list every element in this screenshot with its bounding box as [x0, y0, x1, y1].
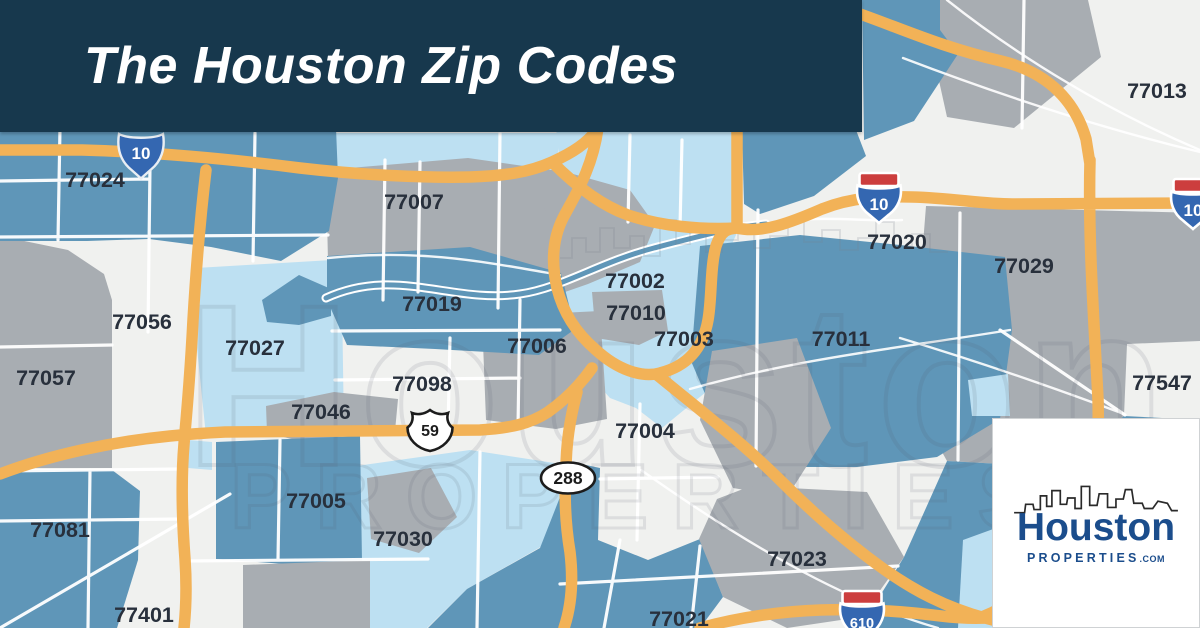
- logo-tld: .COM: [1139, 554, 1166, 564]
- interstate-shield-610: 610: [838, 589, 886, 628]
- region-77021: [428, 462, 723, 628]
- region-logo-left-sliver: [958, 528, 1000, 628]
- svg-text:10: 10: [1184, 201, 1200, 220]
- zip-label-77023: 77023: [767, 547, 827, 571]
- logo-skyline-icon: [1014, 485, 1178, 514]
- interstate-plain-shield-10: 10: [117, 132, 165, 181]
- zip-label-77004: 77004: [615, 419, 675, 443]
- region-77005: [216, 436, 362, 565]
- svg-text:59: 59: [421, 423, 439, 440]
- logo-subtitle: PROPERTIES.COM: [1027, 551, 1165, 565]
- zip-label-77030: 77030: [373, 527, 433, 551]
- zip-label-77002: 77002: [605, 269, 665, 293]
- white-streets: [0, 0, 1127, 628]
- zip-label-77010: 77010: [606, 301, 666, 325]
- zip-label-77401: 77401: [114, 603, 174, 627]
- zip-label-77013: 77013: [1127, 79, 1187, 103]
- zip-label-77057: 77057: [16, 366, 76, 390]
- logo-name: Houston: [1016, 506, 1176, 549]
- white-streets-curvy: [326, 0, 1200, 628]
- region-77081: [0, 470, 140, 628]
- svg-text:610: 610: [850, 616, 874, 628]
- svg-text:288: 288: [553, 468, 582, 488]
- svg-text:10: 10: [132, 144, 151, 163]
- zip-label-77081: 77081: [30, 518, 90, 542]
- buffalo-bayou: [323, 221, 769, 301]
- zip-label-77021: 77021: [649, 607, 709, 628]
- zip-label-77020: 77020: [867, 230, 927, 254]
- title-banner: The Houston Zip Codes: [0, 0, 862, 132]
- zip-label-77029: 77029: [994, 254, 1054, 278]
- page-title: The Houston Zip Codes: [84, 37, 679, 95]
- zip-label-77011: 77011: [812, 327, 871, 351]
- regions-light-overlay: [958, 374, 1010, 628]
- zip-label-77056: 77056: [112, 310, 172, 334]
- svg-text:10: 10: [870, 195, 889, 214]
- logo-properties: PROPERTIES: [1026, 551, 1140, 565]
- zip-label-77006: 77006: [507, 334, 567, 358]
- region-77019: [327, 247, 575, 355]
- region-77027-blob: [262, 275, 331, 325]
- zip-label-77003: 77003: [654, 327, 714, 351]
- region-bottom-blocks: [243, 560, 370, 628]
- interstate-shield-10: 10: [855, 171, 903, 225]
- zip-label-77007: 77007: [384, 190, 444, 214]
- zip-label-77019: 77019: [402, 292, 462, 316]
- region-i69-wedge: [742, 130, 866, 214]
- interstate-shield-10: 10: [1169, 177, 1200, 231]
- region-medcenter-patch: [367, 468, 457, 553]
- zip-label-77024: 77024: [65, 168, 125, 192]
- zip-label-77027: 77027: [225, 336, 285, 360]
- highway-shields-layer: 10 10 10 610 59 288: [117, 132, 1200, 628]
- state-oval-shield-288: 288: [539, 461, 597, 495]
- zip-label-77547: 77547: [1132, 371, 1192, 395]
- region-ne-wedge: [862, 0, 958, 140]
- zip-label-77005: 77005: [286, 489, 346, 513]
- region-west-gray: [0, 236, 112, 468]
- logo-box: Houston PROPERTIES.COM: [992, 418, 1200, 628]
- zip-label-77098: 77098: [392, 372, 452, 396]
- region-610w-sliver: [188, 440, 212, 470]
- zip-label-77046: 77046: [291, 400, 351, 424]
- region-downtown-block: [592, 290, 668, 345]
- region-77029-patch: [968, 374, 1010, 416]
- us-route-shield-59: 59: [406, 408, 454, 453]
